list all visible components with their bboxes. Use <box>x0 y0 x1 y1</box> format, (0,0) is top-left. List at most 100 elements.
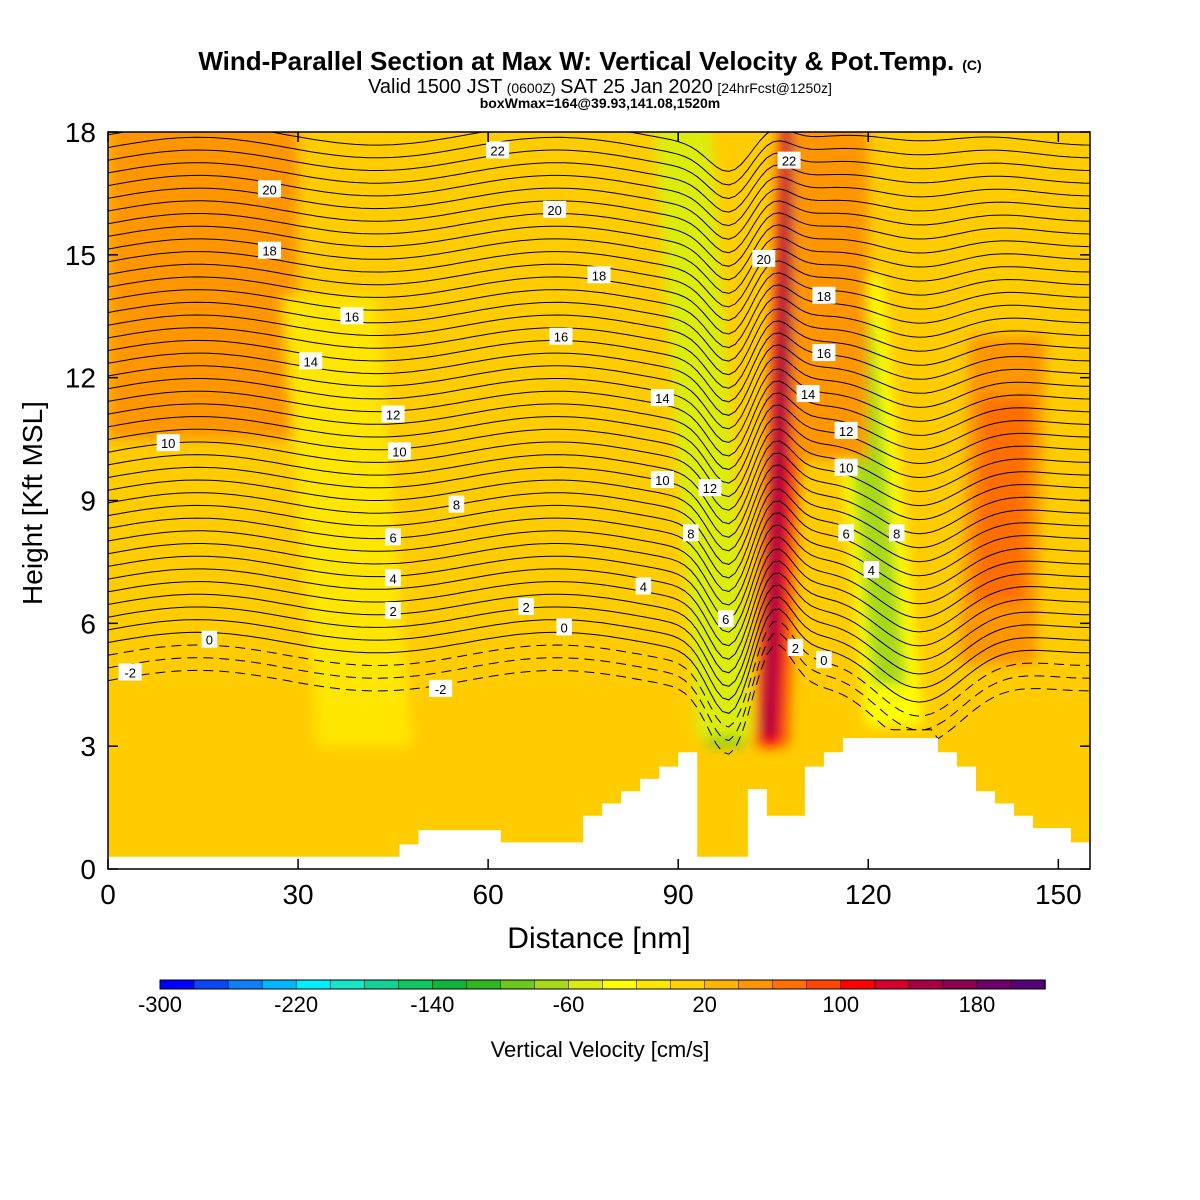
theta-contour-label: 6 <box>385 528 401 546</box>
colorbar-swatch <box>500 979 536 990</box>
theta-contour <box>108 284 1090 349</box>
svg-text:0: 0 <box>206 633 213 648</box>
colorbar-swatch <box>329 979 365 990</box>
svg-text:14: 14 <box>801 387 815 402</box>
svg-text:6: 6 <box>842 526 849 541</box>
theta-contour <box>108 308 1090 376</box>
colorbar-swatch <box>670 979 706 990</box>
svg-text:8: 8 <box>453 498 460 513</box>
svg-text:4: 4 <box>868 563 875 578</box>
svg-text:18: 18 <box>817 289 831 304</box>
svg-text:-2: -2 <box>435 682 447 697</box>
svg-text:12: 12 <box>703 481 717 496</box>
theta-contour-label: 0 <box>201 630 218 648</box>
x-tick-label: 0 <box>100 879 116 910</box>
upper-left-warm-band <box>108 132 299 440</box>
svg-text:8: 8 <box>893 526 900 541</box>
y-tick-label: 12 <box>65 363 96 394</box>
theta-contour <box>108 512 1090 606</box>
theta-contour <box>108 224 1090 281</box>
colorbar-tick-label: 20 <box>692 992 716 1017</box>
theta-contour-label: 14 <box>299 352 323 370</box>
chart-title: Wind-Parallel Section at Max W: Vertical… <box>198 46 981 76</box>
colorbar-swatch <box>738 979 774 990</box>
svg-text:2: 2 <box>523 600 530 615</box>
theta-contour <box>108 368 1090 443</box>
theta-contour-label: 10 <box>650 471 674 489</box>
theta-contour <box>108 136 1090 186</box>
theta-contour <box>108 320 1090 389</box>
updraft-band-core <box>760 132 801 738</box>
theta-contour-label: 18 <box>258 241 282 259</box>
theta-contour <box>108 428 1090 511</box>
theta-contour <box>108 296 1090 362</box>
theta-contour <box>108 440 1090 525</box>
theta-contour-label: 22 <box>777 151 801 169</box>
theta-contour-label: 14 <box>650 389 674 407</box>
colorbar-swatch <box>908 979 944 990</box>
theta-contour <box>108 356 1090 430</box>
svg-text:10: 10 <box>392 444 406 459</box>
theta-contour <box>108 524 1090 620</box>
theta-contour-label: 18 <box>587 266 611 284</box>
x-axis-label: Distance [nm] <box>507 922 690 955</box>
colorbar-label: Vertical Velocity [cm/s] <box>491 1037 710 1062</box>
theta-contour <box>108 572 1090 674</box>
y-tick-label: 3 <box>80 731 96 762</box>
chart-subtitle: Valid 1500 JST (0600Z) SAT 25 Jan 2020 [… <box>368 76 832 98</box>
theta-contour-label: 12 <box>381 405 405 423</box>
theta-contour-label: 2 <box>385 602 401 620</box>
theta-contour-label: 0 <box>556 618 572 636</box>
y-tick-label: 0 <box>80 854 96 885</box>
theta-contour-label: 20 <box>752 249 776 267</box>
theta-contour <box>108 464 1090 552</box>
svg-text:10: 10 <box>161 436 175 451</box>
colorbar-swatch <box>602 979 638 990</box>
colorbar-swatch <box>976 979 1012 990</box>
y-tick-label: 15 <box>65 240 96 271</box>
svg-text:20: 20 <box>756 252 770 267</box>
svg-text:2: 2 <box>792 641 799 656</box>
theta-contour-label: 16 <box>549 327 573 345</box>
theta-contour <box>108 149 1090 200</box>
theta-contour-label: 18 <box>812 286 836 304</box>
colorbar-tick-label: -60 <box>553 992 585 1017</box>
theta-contour <box>108 620 1090 728</box>
theta-contour-label: 2 <box>787 638 804 656</box>
colorbar-swatch <box>398 979 434 990</box>
svg-text:8: 8 <box>687 526 694 541</box>
lee-updraft-band-core <box>974 398 1032 603</box>
colorbar-swatch <box>1010 979 1046 990</box>
x-tick-label: 60 <box>473 879 504 910</box>
theta-contour-label: 0 <box>816 651 832 669</box>
chart-subtitle-2: boxWmax=164@39.93,141.08,1520m <box>480 95 721 111</box>
svg-text:0: 0 <box>561 620 568 635</box>
x-tick-label: 30 <box>282 879 313 910</box>
x-tick-label: 90 <box>663 879 694 910</box>
theta-contour-label: 12 <box>834 421 858 439</box>
svg-text:14: 14 <box>304 354 318 369</box>
theta-contour <box>108 476 1090 565</box>
svg-text:14: 14 <box>655 391 669 406</box>
colorbar-swatch <box>840 979 876 990</box>
y-axis-label: Height [Kft MSL] <box>17 401 48 605</box>
colorbar-swatch <box>193 979 229 990</box>
theta-contour <box>108 500 1090 593</box>
y-tick-label: 18 <box>65 117 96 148</box>
colorbar-swatch <box>295 979 331 990</box>
theta-contour <box>108 608 1090 714</box>
left-weak-band <box>282 295 413 747</box>
colorbar-tick-label: 100 <box>822 992 859 1017</box>
svg-text:10: 10 <box>839 461 853 476</box>
theta-contour-label: 4 <box>635 577 652 595</box>
colorbar-swatch <box>432 979 468 990</box>
theta-contour <box>108 200 1090 254</box>
theta-contour-label: 16 <box>340 307 364 325</box>
svg-text:12: 12 <box>386 408 400 423</box>
svg-text:20: 20 <box>262 182 276 197</box>
svg-text:16: 16 <box>554 330 568 345</box>
terrain <box>108 737 1090 869</box>
svg-text:16: 16 <box>345 309 359 324</box>
theta-contour <box>108 380 1090 457</box>
